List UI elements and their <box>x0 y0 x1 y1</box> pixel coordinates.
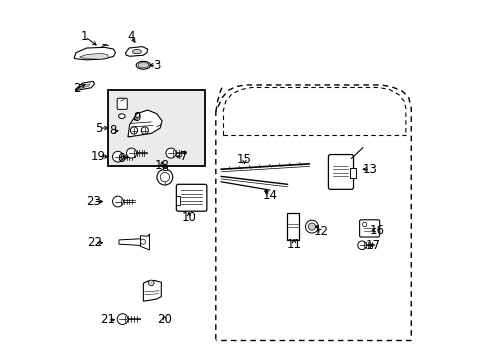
Text: 19: 19 <box>90 150 105 163</box>
Text: 20: 20 <box>157 313 172 327</box>
Polygon shape <box>140 234 149 250</box>
Text: 8: 8 <box>109 124 116 138</box>
Bar <box>163 167 167 170</box>
Bar <box>107 90 204 166</box>
Text: 13: 13 <box>362 163 377 176</box>
Text: 7: 7 <box>180 150 187 163</box>
Text: 17: 17 <box>365 239 380 252</box>
Text: 18: 18 <box>154 159 169 172</box>
Circle shape <box>308 223 315 230</box>
Text: 22: 22 <box>87 236 102 249</box>
FancyBboxPatch shape <box>328 154 353 189</box>
Circle shape <box>112 151 123 162</box>
Text: 6: 6 <box>117 152 124 165</box>
Circle shape <box>362 222 366 226</box>
FancyBboxPatch shape <box>176 184 206 211</box>
Circle shape <box>126 148 136 158</box>
Text: 1: 1 <box>81 30 88 43</box>
Text: 4: 4 <box>127 30 135 43</box>
Text: 23: 23 <box>85 195 101 208</box>
FancyBboxPatch shape <box>117 98 127 109</box>
Text: 11: 11 <box>286 238 301 251</box>
Text: 15: 15 <box>237 153 251 166</box>
Ellipse shape <box>119 114 125 118</box>
Text: 3: 3 <box>153 59 160 72</box>
Ellipse shape <box>132 49 141 54</box>
Polygon shape <box>143 280 161 301</box>
Text: 10: 10 <box>181 211 196 224</box>
Bar <box>176 196 180 205</box>
Circle shape <box>165 148 176 158</box>
Circle shape <box>148 280 154 286</box>
Circle shape <box>305 220 318 233</box>
Ellipse shape <box>138 63 148 68</box>
Circle shape <box>117 314 128 324</box>
Polygon shape <box>75 81 94 90</box>
Circle shape <box>160 172 169 182</box>
Text: 12: 12 <box>313 225 328 238</box>
Polygon shape <box>74 47 115 60</box>
Polygon shape <box>80 53 108 59</box>
Polygon shape <box>78 84 90 88</box>
FancyBboxPatch shape <box>359 220 379 237</box>
Text: 2: 2 <box>73 82 80 95</box>
Polygon shape <box>125 46 147 56</box>
Text: 14: 14 <box>262 189 277 202</box>
Bar <box>349 168 355 178</box>
Text: 5: 5 <box>95 122 103 135</box>
Polygon shape <box>128 110 162 137</box>
Circle shape <box>357 241 366 249</box>
Circle shape <box>157 169 172 185</box>
Text: 16: 16 <box>369 224 384 237</box>
Ellipse shape <box>136 61 150 69</box>
Circle shape <box>112 196 123 207</box>
Polygon shape <box>119 238 147 246</box>
Circle shape <box>141 127 148 134</box>
Text: 9: 9 <box>133 111 141 124</box>
Circle shape <box>140 239 145 244</box>
Circle shape <box>130 127 137 134</box>
Text: 21: 21 <box>100 313 115 327</box>
Bar <box>286 213 299 240</box>
